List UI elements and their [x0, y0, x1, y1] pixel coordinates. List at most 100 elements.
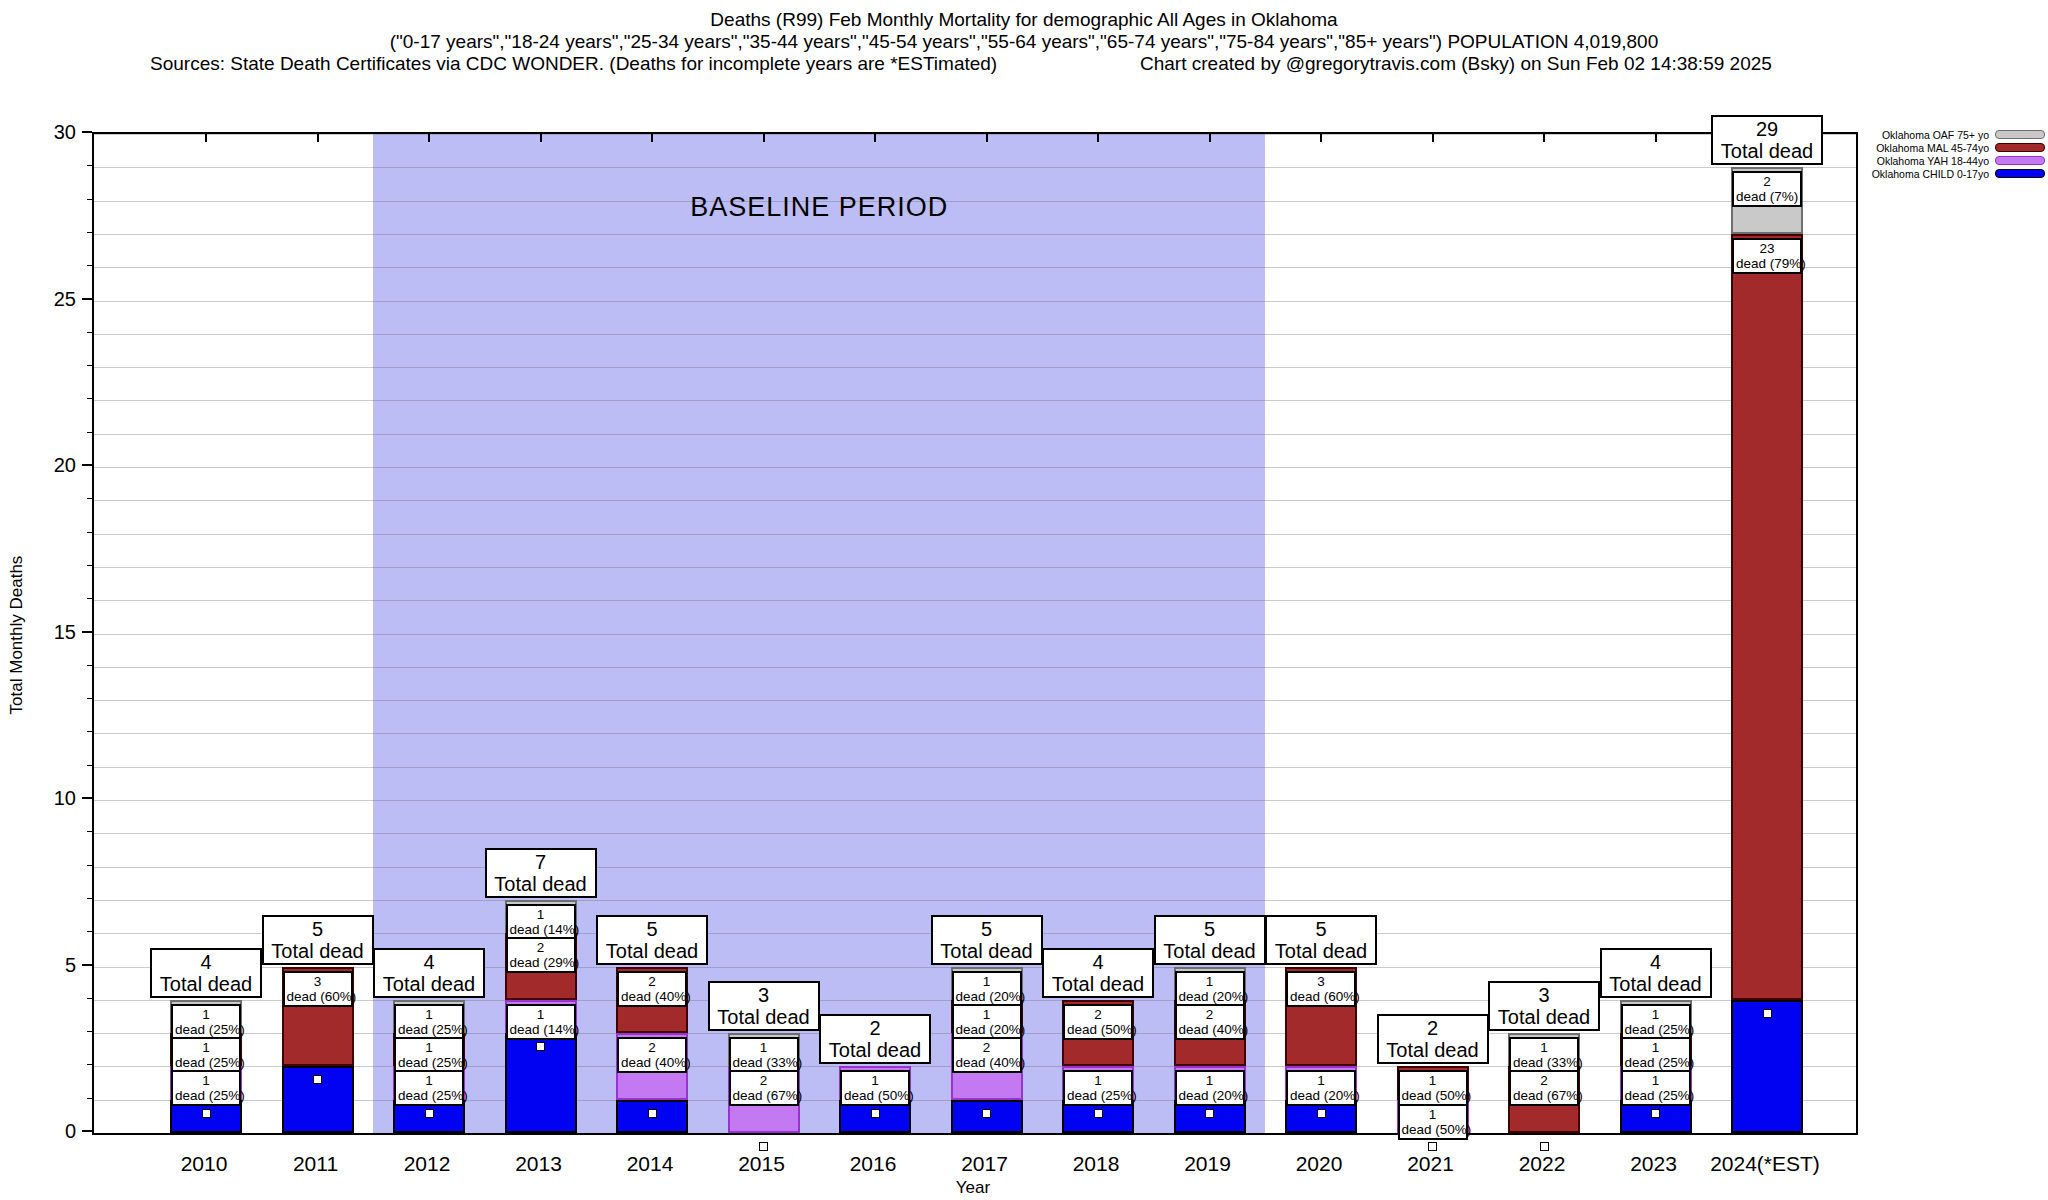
gridline — [94, 167, 1856, 168]
segment-label-mal: 2dead (40%) — [617, 971, 687, 1007]
segment-count: 2 — [1067, 1007, 1129, 1022]
y-axis-minor-tick — [87, 598, 92, 599]
segment-pct: dead (25%) — [1625, 1088, 1687, 1103]
segment-pct: dead (14%) — [510, 1022, 572, 1037]
segment-pct: dead (7%) — [1736, 189, 1798, 204]
legend-item: Oklahoma OAF 75+ yo — [1872, 128, 2045, 141]
y-axis-minor-tick — [87, 731, 92, 732]
y-axis-minor-tick — [87, 265, 92, 266]
legend-label: Oklahoma CHILD 0-17yo — [1872, 168, 1989, 180]
y-axis-minor-tick — [87, 498, 92, 499]
gridline — [94, 334, 1856, 335]
segment-count: 1 — [1402, 1107, 1464, 1122]
gridline — [94, 467, 1856, 468]
x-axis-top-tick — [1320, 134, 1322, 142]
child-series-marker — [1763, 1009, 1772, 1018]
bar-segment-child — [1731, 1000, 1803, 1133]
segment-pct: dead (20%) — [1179, 1088, 1241, 1103]
segment-count: 1 — [1179, 1073, 1241, 1088]
segment-label-yah: 2dead (67%) — [729, 1070, 799, 1106]
legend-label: Oklahoma OAF 75+ yo — [1882, 129, 1989, 141]
segment-label-oaf: 2dead (7%) — [1732, 171, 1802, 207]
segment-label-yah: 2dead (40%) — [617, 1037, 687, 1073]
total-text: Total dead — [1713, 140, 1821, 162]
segment-count: 1 — [1625, 1040, 1687, 1055]
segment-count: 1 — [175, 1007, 237, 1022]
x-axis-top-tick — [874, 134, 876, 142]
chart-credit: Chart created by @gregorytravis.com (Bsk… — [1140, 53, 1772, 75]
segment-pct: dead (20%) — [956, 989, 1018, 1004]
total-text: Total dead — [1602, 973, 1710, 995]
y-axis-minor-tick — [87, 165, 92, 166]
total-count: 3 — [710, 984, 818, 1006]
x-axis-year-label: 2015 — [738, 1152, 785, 1176]
y-axis-minor-tick — [87, 698, 92, 699]
segment-pct: dead (40%) — [621, 1055, 683, 1070]
total-text: Total dead — [487, 873, 595, 895]
gridline — [94, 900, 1856, 901]
segment-count: 23 — [1736, 241, 1798, 256]
x-axis-top-tick — [1097, 134, 1099, 142]
segment-label-mal: 23dead (79%) — [1732, 238, 1802, 274]
y-axis-minor-tick — [87, 898, 92, 899]
total-text: Total dead — [1379, 1039, 1487, 1061]
total-count: 5 — [264, 918, 372, 940]
segment-pct: dead (25%) — [1625, 1055, 1687, 1070]
segment-count: 2 — [1736, 174, 1798, 189]
segment-pct: dead (25%) — [175, 1088, 237, 1103]
gridline — [94, 634, 1856, 635]
total-text: Total dead — [264, 940, 372, 962]
total-dead-label: 7Total dead — [485, 848, 597, 898]
segment-label-yah: 1dead (25%) — [171, 1070, 241, 1106]
legend-item: Oklahoma CHILD 0-17yo — [1872, 167, 2045, 180]
total-dead-label: 2Total dead — [1377, 1014, 1489, 1064]
segment-count: 1 — [1179, 974, 1241, 989]
gridline — [94, 600, 1856, 601]
segment-label-yah: 1dead (50%) — [1398, 1104, 1468, 1140]
segment-label-oaf: 1dead (14%) — [506, 904, 576, 940]
segment-label-mal: 1dead (50%) — [1398, 1070, 1468, 1106]
legend: Oklahoma OAF 75+ yoOklahoma MAL 45-74yoO… — [1872, 128, 2045, 180]
y-axis-tick-label: 30 — [16, 121, 76, 144]
y-axis-tick-label: 0 — [16, 1120, 76, 1143]
child-series-marker — [1540, 1142, 1549, 1151]
y-axis-tick-label: 15 — [16, 621, 76, 644]
chart-title: Deaths (R99) Feb Monthly Mortality for d… — [0, 9, 2048, 31]
gridline — [94, 301, 1856, 302]
gridline — [94, 500, 1856, 501]
segment-count: 2 — [956, 1040, 1018, 1055]
segment-pct: dead (25%) — [175, 1022, 237, 1037]
total-dead-label: 5Total dead — [262, 915, 374, 965]
y-axis-tick — [82, 797, 92, 799]
y-axis-minor-tick — [87, 998, 92, 999]
segment-count: 1 — [1290, 1073, 1352, 1088]
y-axis-tick — [82, 464, 92, 466]
segment-label-mal: 1dead (25%) — [1621, 1037, 1691, 1073]
segment-label-yah: 1dead (20%) — [1286, 1070, 1356, 1106]
total-text: Total dead — [1044, 973, 1152, 995]
segment-label-mal: 2dead (67%) — [1509, 1070, 1579, 1106]
gridline — [94, 400, 1856, 401]
segment-count: 1 — [956, 1007, 1018, 1022]
segment-label-yah: 1dead (20%) — [1175, 1070, 1245, 1106]
y-axis-minor-tick — [87, 532, 92, 533]
total-dead-label: 4Total dead — [1042, 948, 1154, 998]
segment-pct: dead (25%) — [1067, 1088, 1129, 1103]
x-axis-year-label: 2018 — [1073, 1152, 1120, 1176]
total-count: 2 — [1379, 1017, 1487, 1039]
chart-sources: Sources: State Death Certificates via CD… — [150, 53, 997, 75]
total-dead-label: 5Total dead — [931, 915, 1043, 965]
total-count: 5 — [1156, 918, 1264, 940]
segment-count: 1 — [1402, 1073, 1464, 1088]
x-axis-top-tick — [428, 134, 430, 142]
segment-label-mal: 2dead (40%) — [1175, 1004, 1245, 1040]
y-axis-tick-label: 10 — [16, 787, 76, 810]
child-series-marker — [982, 1109, 991, 1118]
total-text: Total dead — [1267, 940, 1375, 962]
segment-pct: dead (25%) — [398, 1022, 460, 1037]
segment-label-yah: 2dead (40%) — [952, 1037, 1022, 1073]
y-axis-tick — [82, 631, 92, 633]
segment-pct: dead (25%) — [175, 1055, 237, 1070]
segment-count: 2 — [510, 940, 572, 955]
gridline — [94, 534, 1856, 535]
